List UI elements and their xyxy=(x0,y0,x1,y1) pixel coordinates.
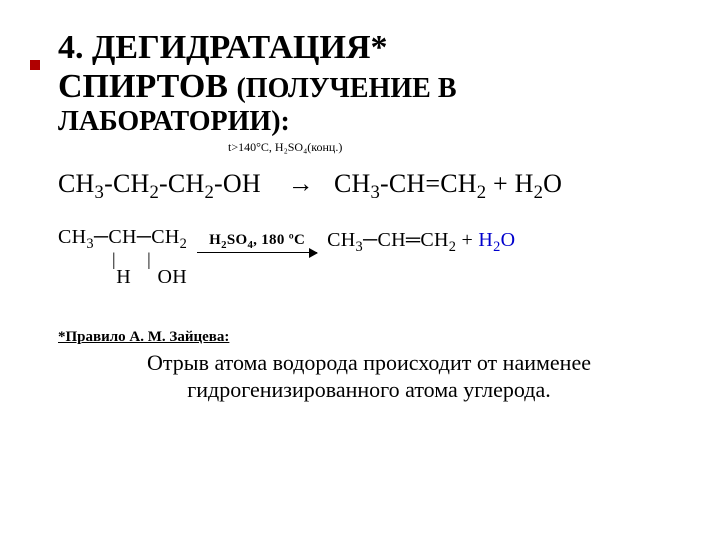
eq1-reagent: CH3-CH2-CH2-OH xyxy=(58,169,261,198)
title-line3: ЛАБОРАТОРИИ): xyxy=(58,106,680,138)
equation-2: CH3─CH─CH2 | | H OH H2SO4, 180 ºC CH3─CH… xyxy=(58,227,680,288)
title-line1: 4. ДЕГИДРАТАЦИЯ* xyxy=(58,28,680,67)
eq2-struct-top: CH3─CH─CH2 xyxy=(58,227,187,251)
title-word: СПИРТОВ xyxy=(58,68,236,105)
eq2-arrow-label: H2SO4, 180 ºC xyxy=(197,233,317,251)
rule-text-line1: Отрыв атома водорода происходит от наиме… xyxy=(147,350,591,375)
eq1-arrow: → xyxy=(288,169,314,198)
eq2-reagent-structure: CH3─CH─CH2 | | H OH xyxy=(58,227,187,288)
eq2-arrow: H2SO4, 180 ºC xyxy=(197,233,317,254)
eq2-product-water: H2O xyxy=(478,229,515,251)
title-paren: (ПОЛУЧЕНИЕ В xyxy=(236,73,456,104)
eq2-product: CH3─CH═CH2 + H2O xyxy=(327,229,515,256)
eq2-plus: + xyxy=(456,229,478,251)
title-bullet xyxy=(30,60,40,70)
rule-text: Отрыв атома водорода происходит от наиме… xyxy=(58,350,680,403)
eq1-product: CH3-CH=CH2 + H2O xyxy=(334,169,562,198)
eq2-struct-bot: H OH xyxy=(58,267,187,287)
equation-1: CH3-CH2-CH2-OH → CH3-CH=CH2 + H2O xyxy=(58,169,680,204)
slide-title: 4. ДЕГИДРАТАЦИЯ* СПИРТОВ (ПОЛУЧЕНИЕ В ЛА… xyxy=(58,28,680,138)
arrow-line-icon xyxy=(197,252,317,253)
rule-title: *Правило А. М. Зайцева: xyxy=(58,329,680,346)
reaction-conditions-small: t>140°C, H₂SO₄(конц.) xyxy=(228,140,680,155)
rule-text-line2: гидрогенизированного атома углерода. xyxy=(187,377,551,402)
eq2-struct-bars: | | xyxy=(58,251,187,267)
title-line2: СПИРТОВ (ПОЛУЧЕНИЕ В xyxy=(58,67,680,106)
eq2-product-main: CH3─CH═CH2 xyxy=(327,229,456,251)
